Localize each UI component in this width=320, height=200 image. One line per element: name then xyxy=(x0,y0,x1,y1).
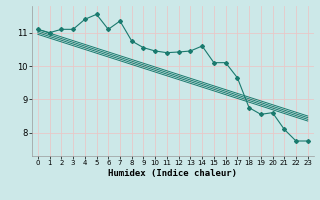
X-axis label: Humidex (Indice chaleur): Humidex (Indice chaleur) xyxy=(108,169,237,178)
